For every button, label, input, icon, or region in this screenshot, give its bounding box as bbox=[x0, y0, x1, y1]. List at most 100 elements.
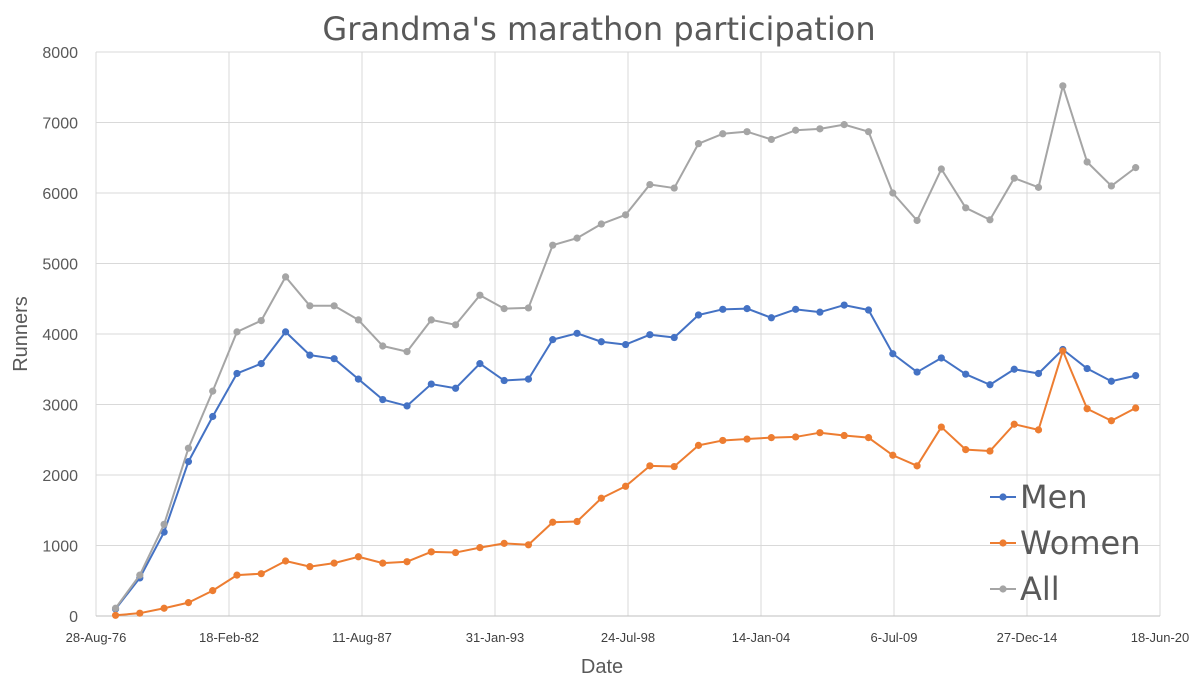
data-point-men bbox=[719, 305, 727, 313]
series-all bbox=[111, 82, 1140, 612]
data-point-women bbox=[646, 462, 654, 470]
data-point-men bbox=[427, 380, 435, 388]
data-point-women bbox=[1010, 420, 1018, 428]
data-point-all bbox=[597, 220, 605, 228]
legend-item-women: Women bbox=[990, 524, 1140, 562]
data-point-women bbox=[524, 541, 533, 549]
data-point-women bbox=[864, 434, 873, 442]
data-point-all bbox=[646, 180, 654, 189]
data-point-all bbox=[1034, 183, 1043, 191]
x-axis-title: Date bbox=[581, 656, 623, 678]
data-point-all bbox=[257, 317, 265, 325]
data-point-men bbox=[500, 376, 508, 385]
data-point-men bbox=[573, 329, 581, 337]
data-point-men bbox=[622, 340, 630, 349]
data-point-all bbox=[136, 571, 144, 579]
data-point-women bbox=[1083, 405, 1091, 413]
series-men bbox=[111, 301, 1140, 613]
data-point-all bbox=[913, 216, 921, 225]
data-point-all bbox=[354, 316, 363, 324]
legend-swatch-marker bbox=[999, 493, 1007, 501]
data-point-women bbox=[306, 563, 314, 571]
legend-swatch-marker bbox=[999, 585, 1007, 593]
data-point-all bbox=[962, 204, 970, 212]
data-point-all bbox=[986, 216, 994, 224]
data-point-all bbox=[573, 234, 581, 242]
data-point-men bbox=[1034, 369, 1043, 378]
data-point-men bbox=[549, 336, 557, 344]
y-tick-label: 8000 bbox=[42, 45, 78, 62]
chart-title: Grandma's marathon participation bbox=[322, 10, 875, 48]
data-point-all bbox=[864, 128, 873, 136]
legend-swatch-marker bbox=[999, 539, 1007, 547]
y-tick-label: 1000 bbox=[42, 539, 78, 556]
data-point-men bbox=[354, 375, 363, 383]
data-point-women bbox=[1132, 404, 1140, 412]
data-point-men bbox=[233, 369, 241, 378]
data-point-men bbox=[767, 314, 775, 322]
legend-label: All bbox=[1020, 570, 1060, 608]
data-point-all bbox=[549, 241, 557, 249]
data-point-men bbox=[209, 412, 217, 421]
x-tick-label: 6-Jul-09 bbox=[871, 630, 918, 645]
data-point-all bbox=[719, 130, 727, 138]
data-point-all bbox=[451, 321, 460, 329]
y-tick-label: 4000 bbox=[42, 327, 78, 344]
series-women bbox=[111, 347, 1140, 619]
data-point-all bbox=[670, 184, 678, 192]
data-point-women bbox=[500, 539, 508, 547]
data-point-all bbox=[622, 211, 630, 219]
data-point-men bbox=[937, 354, 945, 362]
data-point-women bbox=[767, 434, 775, 442]
data-point-men bbox=[816, 308, 824, 316]
data-point-men bbox=[670, 333, 678, 342]
data-point-all bbox=[792, 126, 800, 134]
x-tick-label: 18-Feb-82 bbox=[199, 630, 259, 645]
data-point-men bbox=[379, 395, 387, 404]
data-point-women bbox=[573, 517, 581, 526]
x-tick-label: 27-Dec-14 bbox=[997, 630, 1058, 645]
data-point-women bbox=[354, 553, 363, 561]
data-point-women bbox=[719, 436, 727, 445]
data-point-women bbox=[937, 423, 945, 431]
data-point-women bbox=[694, 441, 703, 449]
data-point-men bbox=[403, 402, 411, 410]
data-point-women bbox=[476, 544, 484, 552]
data-point-all bbox=[889, 189, 897, 197]
data-point-women bbox=[451, 548, 460, 557]
data-point-women bbox=[136, 609, 144, 617]
data-point-all bbox=[694, 140, 703, 148]
data-point-all bbox=[1010, 174, 1018, 182]
data-point-women bbox=[670, 462, 678, 471]
data-point-women bbox=[986, 447, 994, 455]
data-point-women bbox=[913, 462, 921, 470]
data-point-men bbox=[1083, 364, 1091, 373]
data-point-men bbox=[840, 301, 848, 309]
data-point-all bbox=[524, 304, 533, 312]
x-gridlines bbox=[95, 52, 1161, 616]
data-point-women bbox=[597, 494, 605, 502]
data-point-women bbox=[111, 611, 120, 619]
data-point-all bbox=[767, 135, 775, 144]
legend: Men Women All bbox=[990, 478, 1140, 608]
data-point-all bbox=[1107, 182, 1115, 190]
data-point-men bbox=[451, 384, 460, 392]
y-tick-label: 2000 bbox=[42, 468, 78, 485]
data-point-all bbox=[184, 444, 193, 452]
y-tick-labels: 0 1000 2000 3000 4000 5000 6000 7000 8000 bbox=[42, 45, 78, 626]
data-point-women bbox=[792, 433, 800, 441]
data-point-women bbox=[1059, 347, 1067, 355]
data-point-all bbox=[1059, 82, 1067, 90]
data-point-all bbox=[1132, 164, 1140, 172]
y-tick-label: 7000 bbox=[42, 116, 78, 133]
data-point-men bbox=[913, 368, 921, 376]
data-point-men bbox=[257, 360, 265, 368]
data-point-all bbox=[937, 165, 945, 173]
series-layer bbox=[111, 82, 1140, 619]
data-point-men bbox=[986, 381, 994, 389]
legend-item-all: All bbox=[990, 570, 1060, 608]
data-point-all bbox=[209, 387, 217, 395]
data-point-women bbox=[209, 587, 217, 595]
data-point-women bbox=[1107, 417, 1115, 425]
